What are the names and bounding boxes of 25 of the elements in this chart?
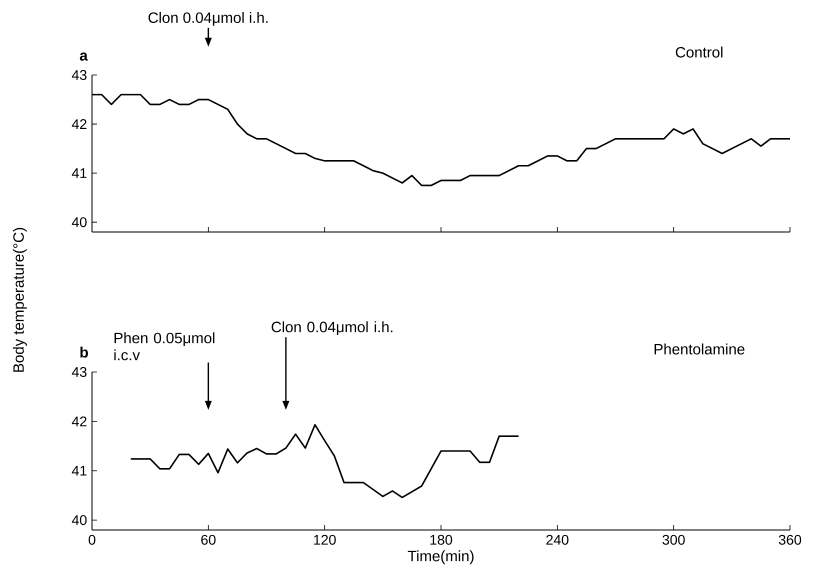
ref-line-label: Phen 0.05μmol i.c.v: [114, 332, 214, 360]
x-axis-title: Time(min): [408, 550, 474, 564]
y-tick-label: 41: [72, 168, 86, 178]
y-tick-label: 43: [72, 70, 87, 80]
y-tick-label: 42: [72, 119, 86, 129]
chart-title: b: [80, 346, 88, 358]
x-tick-label: 120: [314, 534, 336, 545]
x-tick-label: 360: [778, 534, 802, 545]
x-tick-label: 180: [430, 534, 452, 545]
y-axis-title: Body temperature(°C): [12, 228, 27, 372]
x-tick-label: 0: [88, 534, 96, 545]
x-tick-label: 60: [201, 534, 216, 545]
y-tick-label: 40: [72, 515, 87, 526]
line-series: [130, 424, 520, 498]
chart-subtitle: Phentolamine: [654, 343, 744, 354]
y-tick-label: 43: [72, 367, 87, 377]
x-tick-label: 300: [662, 534, 685, 545]
ref-line-label: Clon 0.04μmol i.h.: [272, 321, 392, 336]
y-tick-label: 40: [72, 217, 87, 228]
chart-subtitle: Control: [676, 46, 722, 58]
x-tick-label: 240: [546, 534, 568, 545]
ref-line-label: Clon 0.04μmol i.h.: [148, 12, 268, 26]
y-tick-label: 41: [72, 466, 86, 476]
y-tick-label: 42: [72, 416, 86, 426]
chart-title: a: [80, 52, 88, 61]
